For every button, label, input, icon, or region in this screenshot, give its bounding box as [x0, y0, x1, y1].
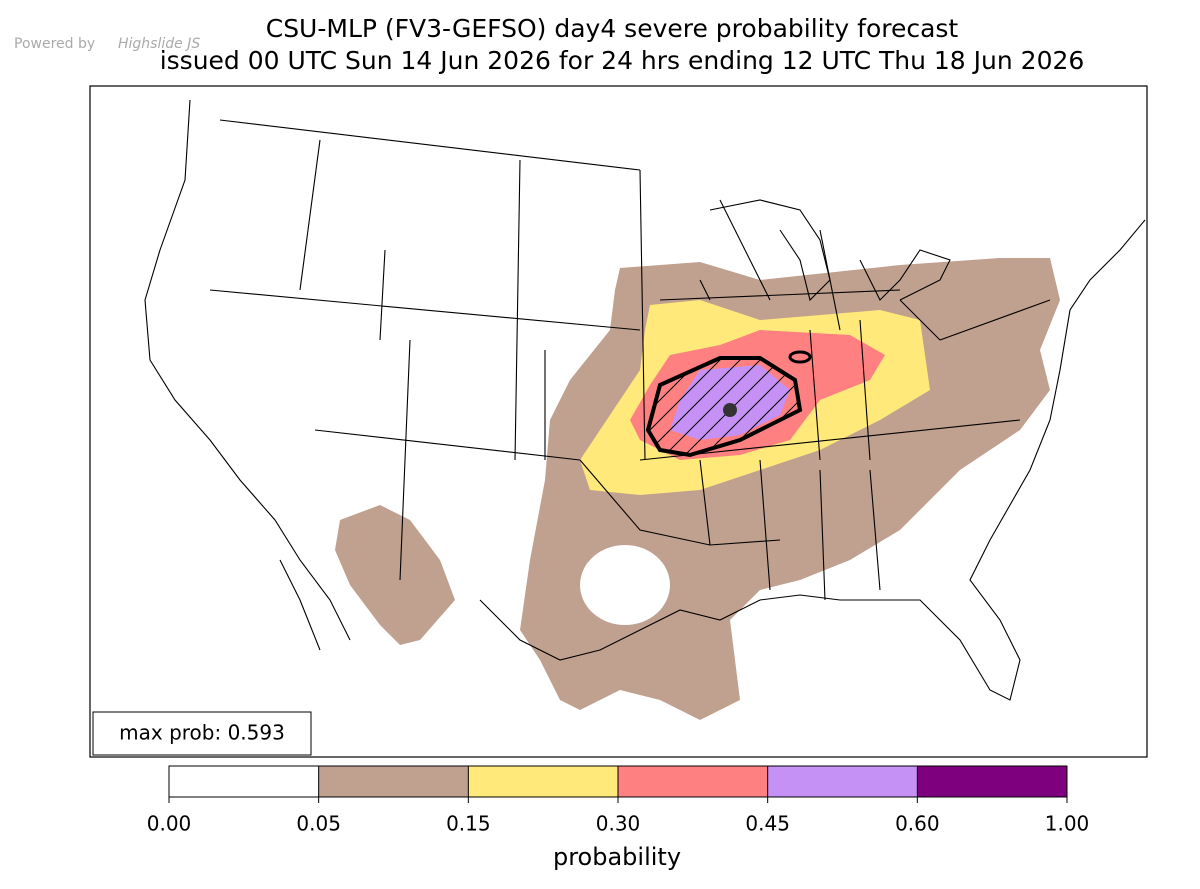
- colorbar-segment: [468, 766, 618, 797]
- colorbar-segment: [618, 766, 768, 797]
- tick-label: 0.05: [296, 812, 341, 836]
- tick-label: 0.15: [446, 812, 491, 836]
- map-frame: [89, 85, 1148, 758]
- max-prob-box: [92, 711, 312, 756]
- colorbar-segment: [917, 766, 1067, 797]
- tick-label: 0.45: [745, 812, 790, 836]
- great-lakes: [709, 199, 951, 302]
- colorbar-segment: [318, 766, 469, 797]
- colorbar: 0.00 0.05 0.15 0.30 0.45 0.60 1.00: [147, 765, 1090, 836]
- tick-label: 1.00: [1045, 812, 1090, 836]
- tick-label: 0.30: [596, 812, 641, 836]
- significant-contour: [645, 356, 803, 458]
- map-title: CSU-MLP (FV3-GEFSO) day4 severe probabil…: [266, 14, 959, 43]
- map-subtitle: issued 00 UTC Sun 14 Jun 2026 for 24 hrs…: [160, 46, 1085, 75]
- coastline: [144, 99, 1146, 701]
- significant-contour: [788, 350, 812, 364]
- tick-label: 0.60: [895, 812, 940, 836]
- powered-by-brand[interactable]: Highslide JS: [118, 36, 200, 52]
- max-point: [723, 403, 737, 417]
- prob-area: [670, 365, 790, 440]
- max-prob-label: max prob: 0.593: [119, 721, 285, 745]
- colorbar-segment: [169, 766, 319, 797]
- colorbar-label: probability: [553, 843, 681, 871]
- state-borders: [209, 119, 1051, 601]
- map: [90, 86, 1147, 757]
- prob-area: [335, 505, 455, 645]
- tick-label: 0.00: [147, 812, 192, 836]
- powered-by[interactable]: Powered by: [14, 36, 95, 52]
- colorbar-segment: [767, 766, 918, 797]
- hatching: [648, 358, 800, 455]
- prob-gap: [580, 545, 670, 625]
